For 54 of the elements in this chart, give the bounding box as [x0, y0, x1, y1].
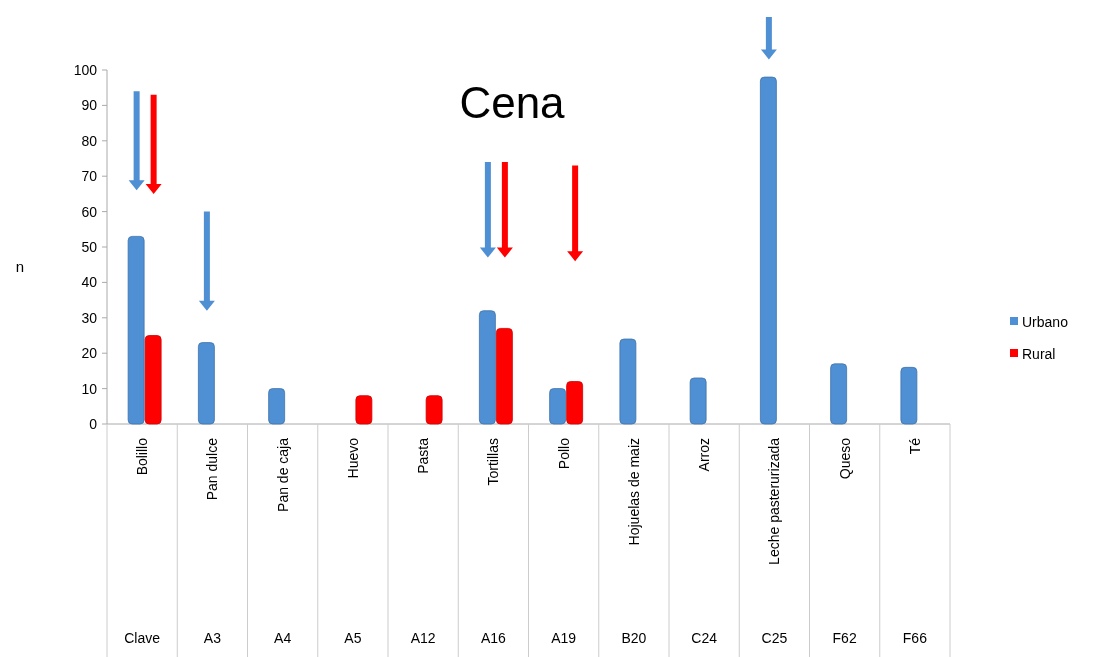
x-tick-label: Huevo: [344, 437, 361, 479]
bar: [900, 366, 918, 425]
y-tick-label: 10: [81, 380, 98, 397]
x-tick-label: Bolillo: [134, 437, 151, 476]
bar: [549, 388, 567, 425]
y-tick-label: 30: [81, 309, 98, 326]
bar: [127, 235, 145, 425]
y-tick-label: 100: [73, 61, 98, 78]
bar: [619, 338, 637, 425]
chart-title: Cena: [459, 78, 566, 127]
y-tick-label: 90: [81, 97, 98, 114]
bar: [355, 395, 373, 425]
y-axis-title: n: [15, 258, 25, 275]
text: Clave: [124, 630, 161, 646]
text: A16: [480, 630, 507, 646]
text: A19: [551, 630, 577, 646]
x-tick-label: Pan dulce: [204, 437, 221, 501]
y-tick-label: 40: [81, 274, 98, 291]
y-tick-label: 20: [81, 345, 98, 362]
bar: [566, 381, 584, 425]
x-tick-label: Tortillas: [485, 438, 502, 486]
y-tick-label: 70: [81, 168, 98, 185]
x-tick-label: Pollo: [555, 437, 572, 470]
bar: [830, 363, 848, 425]
legend-label: Rural: [1022, 345, 1056, 362]
bar: [495, 328, 513, 425]
text: A4: [274, 630, 292, 646]
bar: [197, 342, 215, 425]
bar: [478, 310, 496, 425]
text: C24: [691, 630, 718, 646]
text: A5: [344, 630, 362, 646]
text: F62: [832, 630, 857, 646]
x-tick-label: Pasta: [415, 437, 432, 474]
x-tick-label: Té: [906, 437, 923, 455]
x-tick-label: Leche pasterurizada: [766, 437, 783, 565]
y-tick-label: 0: [89, 415, 98, 432]
y-tick-label: 80: [81, 132, 98, 149]
text: A3: [203, 630, 222, 646]
text: F66: [902, 630, 928, 646]
x-tick-label: Queso: [836, 437, 853, 480]
bar: [268, 388, 286, 425]
bar: [689, 377, 707, 425]
y-tick-label: 50: [81, 238, 98, 255]
y-tick-label: 60: [81, 203, 98, 220]
x-tick-label: Pan de caja: [274, 437, 291, 512]
text: A12: [410, 630, 436, 646]
text: B20: [621, 630, 647, 646]
x-tick-label: Hojuelas de maiz: [625, 438, 642, 546]
bar: [425, 395, 443, 425]
bar: [759, 76, 777, 425]
text: C25: [761, 630, 788, 646]
legend-label: Urbano: [1022, 313, 1069, 330]
bar: [144, 335, 162, 425]
x-tick-label: Arroz: [696, 438, 713, 472]
